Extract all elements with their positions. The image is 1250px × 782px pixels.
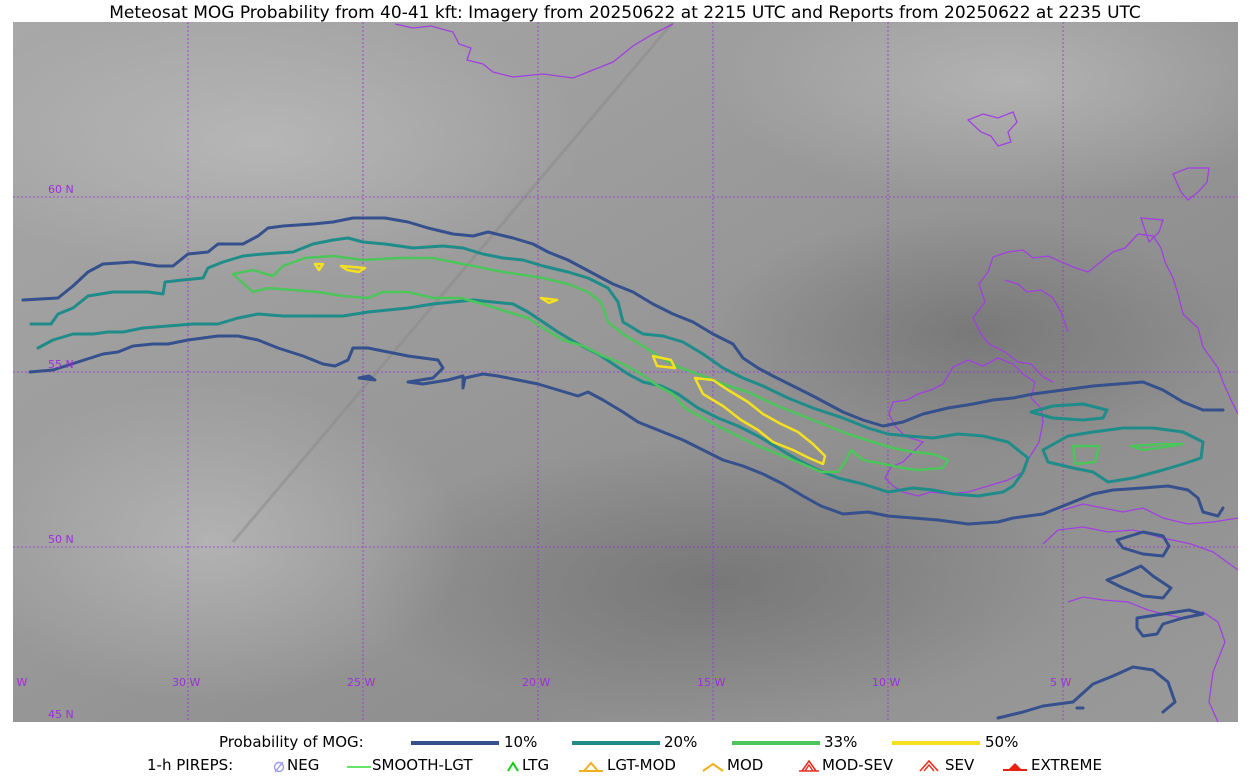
mod-icon (702, 762, 724, 772)
lat-label-45n: 45 N (48, 708, 74, 721)
contour-10pct-south (28, 334, 1225, 526)
lat-label-50n: 50 N (48, 533, 74, 546)
contour-33pct-east2 (1129, 442, 1185, 452)
lat-lon-grid (13, 22, 1238, 722)
contour-20pct (29, 236, 1030, 498)
contour-10pct-dot (357, 374, 377, 382)
legend-line-50pct (892, 741, 980, 745)
legend-label-10pct: 10% (504, 733, 538, 751)
contour-50pct-2 (339, 264, 367, 274)
lon-label-15w: 15 W (697, 676, 726, 689)
lgt-mod-icon (579, 761, 603, 772)
sev-icon (919, 759, 939, 772)
neg-icon (273, 761, 285, 773)
lon-label-5w: 5 W (1050, 676, 1072, 689)
lon-label-25w: 25 W (347, 676, 376, 689)
map-title: Meteosat MOG Probability from 40-41 kft:… (109, 3, 1141, 23)
contour-10pct-island3 (1135, 608, 1205, 638)
map-canvas (13, 22, 1238, 722)
lon-label-20w: 20 W (522, 676, 551, 689)
legend-label-20pct: 20% (664, 733, 698, 751)
smooth-lgt-icon (347, 766, 371, 768)
contour-10pct-island1 (1115, 530, 1171, 558)
contour-33pct-east1 (1071, 444, 1101, 466)
pirep-label-sev: SEV (945, 756, 975, 774)
contour-10pct (21, 216, 1225, 428)
pirep-label-lgt-mod: LGT-MOD (607, 756, 676, 774)
contour-10pct-corner (996, 665, 1177, 720)
pirep-label-smooth-lgt: SMOOTH-LGT (372, 756, 473, 774)
pirep-label-mod: MOD (727, 756, 764, 774)
satellite-map: 60 N 55 N 50 N 45 N 35 W 30 W 25 W 20 W … (13, 22, 1238, 722)
contour-33pct (231, 254, 950, 474)
pirep-label-extreme: EXTREME (1031, 756, 1102, 774)
pirep-label-neg: NEG (287, 756, 320, 774)
extreme-icon (1003, 763, 1027, 771)
coastlines (394, 23, 1238, 722)
lat-label-60n: 60 N (48, 183, 74, 196)
contour-50pct-1 (313, 262, 325, 272)
contour-50pct-5 (693, 376, 827, 466)
contour-50pct-4 (651, 354, 677, 370)
mog-probability-contours (21, 216, 1225, 720)
legend-label-33pct: 33% (824, 733, 858, 751)
ltg-icon (507, 761, 519, 772)
lat-label-55n: 55 N (48, 358, 74, 371)
pirep-label-mod-sev: MOD-SEV (822, 756, 893, 774)
lon-label-10w: 10 W (872, 676, 901, 689)
legend-line-33pct (732, 741, 820, 745)
contour-10pct-island2 (1105, 564, 1173, 600)
legend-label-50pct: 50% (985, 733, 1019, 751)
pirep-label-ltg: LTG (522, 756, 550, 774)
legend-line-10pct (411, 741, 499, 745)
probability-legend: Probability of MOG: 10% 20% 33% 50% (0, 733, 1250, 753)
mod-sev-icon (799, 759, 819, 772)
pireps-legend: 1-h PIREPS: NEG SMOOTH-LGT LTG LGT-MOD M… (0, 756, 1250, 776)
contour-20pct-north (1029, 402, 1109, 422)
pireps-legend-title: 1-h PIREPS: (147, 756, 234, 774)
contour-20pct-east (1041, 426, 1205, 484)
probability-legend-title: Probability of MOG: (219, 733, 364, 751)
lon-label-35w: 35 W (13, 676, 28, 689)
lon-label-30w: 30 W (172, 676, 201, 689)
contour-50pct-3 (539, 296, 559, 305)
legend-line-20pct (572, 741, 660, 745)
